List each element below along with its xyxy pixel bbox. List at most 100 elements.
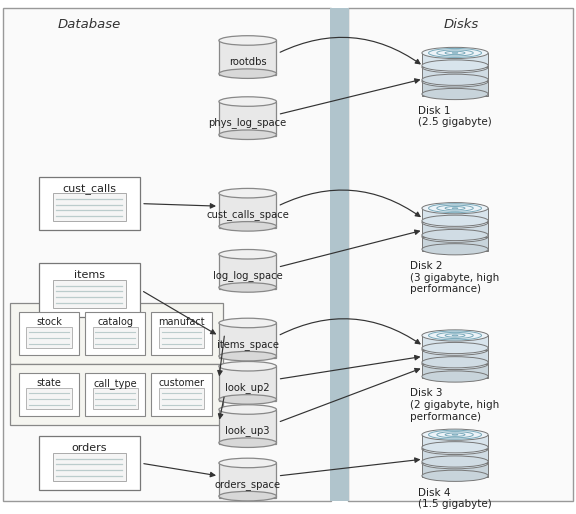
FancyBboxPatch shape [422, 67, 488, 81]
Ellipse shape [422, 371, 488, 382]
FancyBboxPatch shape [159, 327, 204, 348]
Text: Disk 1
(2.5 gigabyte): Disk 1 (2.5 gigabyte) [418, 106, 492, 127]
Ellipse shape [219, 352, 276, 361]
FancyBboxPatch shape [53, 280, 126, 308]
Ellipse shape [219, 130, 276, 139]
FancyBboxPatch shape [219, 463, 276, 498]
Ellipse shape [422, 357, 488, 368]
Text: cust_calls: cust_calls [62, 183, 116, 194]
FancyBboxPatch shape [151, 373, 212, 416]
Ellipse shape [219, 361, 276, 371]
FancyBboxPatch shape [422, 449, 488, 463]
Ellipse shape [422, 47, 488, 59]
Ellipse shape [422, 62, 488, 73]
Ellipse shape [219, 318, 276, 328]
Ellipse shape [219, 35, 276, 45]
FancyBboxPatch shape [219, 102, 276, 136]
Ellipse shape [422, 344, 488, 355]
Ellipse shape [219, 438, 276, 448]
FancyBboxPatch shape [422, 350, 488, 364]
FancyBboxPatch shape [219, 323, 276, 358]
FancyBboxPatch shape [3, 8, 331, 501]
FancyBboxPatch shape [422, 364, 488, 378]
FancyBboxPatch shape [10, 364, 223, 425]
FancyBboxPatch shape [53, 193, 126, 221]
Ellipse shape [219, 405, 276, 414]
Text: Disk 2
(3 gigabyte, high
performance): Disk 2 (3 gigabyte, high performance) [411, 261, 499, 295]
Ellipse shape [219, 283, 276, 292]
Ellipse shape [422, 457, 488, 469]
Ellipse shape [422, 217, 488, 228]
Text: call_type: call_type [93, 378, 137, 389]
Ellipse shape [422, 330, 488, 341]
FancyBboxPatch shape [159, 388, 204, 409]
Text: cust_calls_space: cust_calls_space [206, 209, 289, 220]
FancyBboxPatch shape [219, 254, 276, 289]
Text: orders_space: orders_space [215, 479, 281, 490]
FancyBboxPatch shape [19, 373, 79, 416]
FancyBboxPatch shape [93, 388, 138, 409]
Ellipse shape [422, 442, 488, 453]
Ellipse shape [452, 208, 458, 209]
Ellipse shape [422, 231, 488, 242]
FancyBboxPatch shape [219, 41, 276, 75]
Ellipse shape [219, 491, 276, 501]
FancyBboxPatch shape [26, 327, 71, 348]
FancyBboxPatch shape [219, 193, 276, 228]
Text: phys_log_space: phys_log_space [209, 118, 287, 128]
Ellipse shape [219, 395, 276, 404]
Ellipse shape [422, 215, 488, 226]
FancyBboxPatch shape [85, 312, 145, 355]
Ellipse shape [422, 74, 488, 85]
FancyBboxPatch shape [422, 336, 488, 350]
Ellipse shape [422, 444, 488, 454]
Ellipse shape [422, 456, 488, 467]
Text: manufact: manufact [158, 317, 204, 327]
Ellipse shape [219, 69, 276, 79]
Ellipse shape [219, 249, 276, 259]
Text: catalog: catalog [97, 317, 133, 327]
Ellipse shape [422, 60, 488, 71]
FancyBboxPatch shape [39, 263, 139, 317]
FancyBboxPatch shape [422, 53, 488, 67]
FancyBboxPatch shape [151, 312, 212, 355]
Text: Disk 3
(2 gigabyte, high
performance): Disk 3 (2 gigabyte, high performance) [411, 389, 499, 421]
Text: look_up3: look_up3 [225, 426, 270, 436]
FancyBboxPatch shape [10, 303, 223, 364]
Text: orders: orders [71, 443, 107, 453]
FancyBboxPatch shape [53, 453, 126, 481]
Ellipse shape [422, 229, 488, 241]
Ellipse shape [219, 458, 276, 468]
Text: look_up2: look_up2 [225, 382, 270, 393]
Ellipse shape [219, 189, 276, 198]
Ellipse shape [422, 244, 488, 255]
Ellipse shape [452, 335, 458, 336]
Text: customer: customer [158, 378, 204, 388]
Text: items_space: items_space [217, 339, 279, 350]
FancyBboxPatch shape [348, 8, 573, 501]
FancyBboxPatch shape [26, 388, 71, 409]
Ellipse shape [422, 203, 488, 214]
FancyBboxPatch shape [422, 208, 488, 223]
Ellipse shape [422, 470, 488, 482]
FancyBboxPatch shape [39, 177, 139, 230]
FancyBboxPatch shape [422, 223, 488, 236]
Ellipse shape [452, 52, 458, 53]
FancyBboxPatch shape [219, 366, 276, 401]
FancyBboxPatch shape [422, 236, 488, 251]
Ellipse shape [452, 434, 458, 435]
Ellipse shape [219, 222, 276, 231]
Ellipse shape [422, 88, 488, 100]
Ellipse shape [219, 97, 276, 106]
FancyBboxPatch shape [422, 81, 488, 96]
Text: state: state [36, 378, 62, 388]
FancyBboxPatch shape [422, 435, 488, 449]
Ellipse shape [422, 342, 488, 354]
Text: Disk 4
(1.5 gigabyte): Disk 4 (1.5 gigabyte) [418, 488, 492, 509]
FancyBboxPatch shape [219, 410, 276, 444]
Text: Database: Database [58, 18, 121, 31]
FancyBboxPatch shape [93, 327, 138, 348]
FancyBboxPatch shape [422, 463, 488, 478]
Text: log_log_space: log_log_space [213, 270, 283, 281]
Ellipse shape [422, 358, 488, 370]
